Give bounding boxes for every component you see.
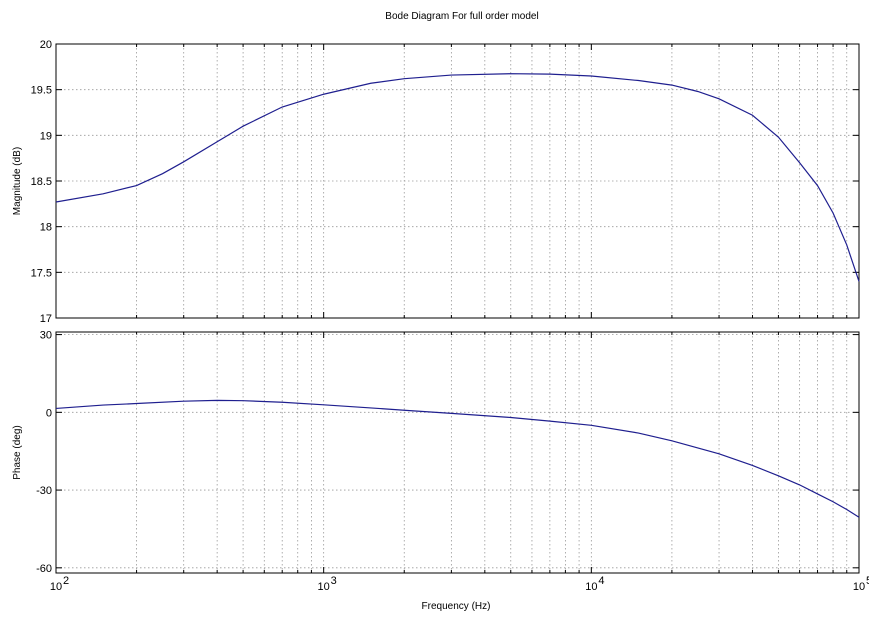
x-tick-label-exponent: 3	[331, 575, 337, 587]
y-tick-label: 20	[40, 39, 52, 51]
magnitude-y-axis-label: Magnitude (dB)	[12, 147, 23, 215]
y-tick-label: -60	[36, 563, 52, 575]
x-tick-label-exponent: 2	[63, 575, 69, 587]
phase-y-axis-label: Phase (deg)	[12, 425, 23, 479]
phase-axes-frame	[55, 331, 860, 574]
y-tick-label: 0	[46, 407, 52, 419]
y-tick-label: 19.5	[31, 85, 52, 97]
y-tick-label: 30	[40, 330, 52, 342]
x-tick-label: 10	[318, 581, 330, 593]
phase-panel: -60 -30 0 30 Phase (deg)	[12, 330, 860, 575]
x-tick-label-exponent: 5	[866, 575, 869, 587]
y-tick-label: 17.5	[31, 267, 52, 279]
y-tick-label: -30	[36, 485, 52, 497]
y-tick-label: 18	[40, 222, 52, 234]
chart-title: Bode Diagram For full order model	[385, 11, 538, 22]
magnitude-axes-frame	[55, 43, 860, 319]
x-tick-label-exponent: 4	[598, 575, 604, 587]
magnitude-panel: 17 17.5 18 18.5 19 19.5 20 Magnitude (dB)	[12, 39, 860, 325]
x-axis-label: Frequency (Hz)	[422, 601, 491, 612]
y-tick-label: 18.5	[31, 176, 52, 188]
phase-curve	[55, 399, 860, 518]
y-tick-label: 17	[40, 313, 52, 325]
x-tick-label: 10	[853, 581, 865, 593]
x-tick-labels: 102103104105	[50, 575, 869, 593]
magnitude-curve	[55, 73, 860, 282]
y-tick-label: 19	[40, 130, 52, 142]
x-tick-label: 10	[585, 581, 597, 593]
x-tick-label: 10	[50, 581, 62, 593]
